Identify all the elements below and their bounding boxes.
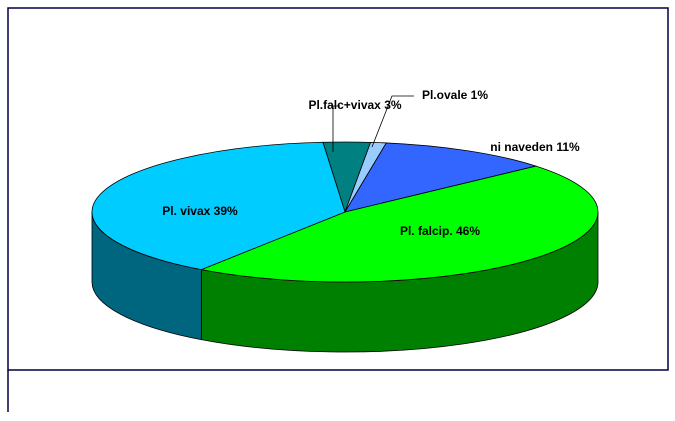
slice-value: 46% <box>456 224 480 238</box>
frame <box>7 7 669 371</box>
slice-category: ni naveden <box>490 140 553 154</box>
pie <box>91 141 599 353</box>
pie-slice <box>91 141 346 271</box>
pie-slice <box>344 142 538 213</box>
slice-value: 3% <box>384 98 402 112</box>
slice-label: Pl.falc+vivax 3% <box>308 98 401 112</box>
leader-line <box>332 105 340 152</box>
slice-category: Pl. vivax <box>162 204 210 218</box>
slice-value: 39% <box>214 204 238 218</box>
slice-label: ni naveden 11% <box>490 140 580 154</box>
slice-category: Pl. falcip. <box>400 224 453 238</box>
slice-category: Pl.ovale <box>422 88 468 102</box>
slice-value: 11% <box>556 140 580 154</box>
slice-value: 1% <box>471 88 489 102</box>
slice-label: Pl.ovale 1% <box>422 88 488 102</box>
slice-label: Pl. vivax 39% <box>162 204 238 218</box>
pie-slice <box>199 165 599 283</box>
slice-category: Pl.falc+vivax <box>308 98 381 112</box>
leader-line <box>371 95 414 148</box>
slice-label: Pl. falcip. 46% <box>400 224 480 238</box>
